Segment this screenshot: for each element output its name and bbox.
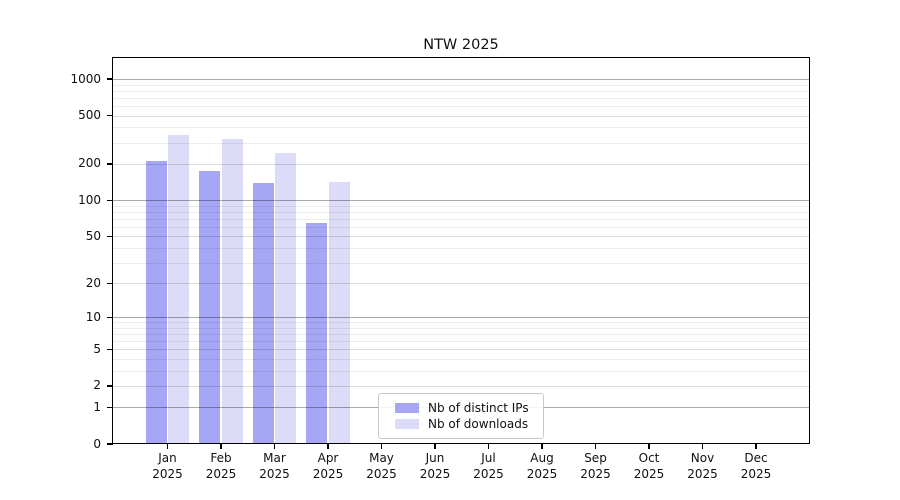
minor-gridline [113, 106, 809, 108]
x-tick [327, 444, 329, 449]
gridline [113, 385, 809, 387]
minor-gridline [113, 262, 809, 264]
x-tick-label: Mar 2025 [259, 450, 290, 482]
gridline [113, 200, 809, 202]
x-tick-label: Feb 2025 [205, 450, 237, 482]
bar-distinct-ips-feb [199, 170, 221, 444]
x-tick [755, 444, 757, 449]
chart-title: NTW 2025 [423, 37, 499, 53]
bar-downloads-apr [328, 181, 350, 444]
y-tick-label: 20 [85, 275, 101, 290]
legend-label-distinct-ips: Nb of distinct IPs [428, 401, 529, 415]
y-tick-label: 100 [78, 192, 101, 207]
x-tick [434, 444, 436, 449]
bar-downloads-mar [275, 153, 297, 444]
x-tick [541, 444, 543, 449]
gridline [113, 163, 809, 165]
gridline [113, 79, 809, 81]
minor-gridline [113, 370, 809, 372]
x-tick-label: Jan 2025 [152, 450, 183, 482]
y-tick [106, 348, 113, 351]
x-tick [273, 444, 276, 449]
minor-gridline [113, 341, 809, 343]
y-tick-label: 200 [78, 156, 101, 171]
bar-distinct-ips-mar [252, 182, 274, 444]
minor-gridline [113, 359, 809, 360]
x-tick-label: Nov 2025 [687, 450, 718, 482]
minor-gridline [113, 247, 809, 249]
x-tick-label: Jun 2025 [419, 450, 451, 482]
x-tick-label: May 2025 [366, 450, 397, 482]
minor-gridline [113, 322, 809, 324]
y-tick [106, 163, 113, 165]
minor-gridline [113, 142, 809, 144]
y-tick [106, 316, 113, 319]
y-tick-label: 50 [85, 228, 101, 243]
x-tick [487, 444, 490, 449]
legend-item-distinct-ips: Nb of distinct IPs [395, 400, 537, 416]
minor-gridline [113, 327, 809, 329]
bar-downloads-feb [221, 139, 243, 444]
x-tick [380, 444, 383, 449]
gridline [113, 317, 809, 319]
y-tick-label: 1 [93, 399, 101, 414]
legend-swatch-downloads [395, 419, 419, 429]
gridline [113, 115, 809, 117]
legend-swatch-distinct-ips [395, 403, 419, 413]
minor-gridline [113, 334, 809, 336]
minor-gridline [113, 226, 809, 228]
minor-gridline [113, 84, 809, 86]
minor-gridline [113, 97, 809, 99]
x-tick [648, 444, 650, 449]
bar-downloads-jan [168, 134, 190, 444]
x-tick [220, 444, 222, 449]
legend-label-downloads: Nb of downloads [428, 417, 529, 431]
legend: Nb of distinct IPs Nb of downloads [378, 393, 544, 439]
minor-gridline [113, 211, 809, 213]
y-tick [106, 78, 113, 80]
y-tick-label: 0 [93, 436, 101, 451]
y-tick-label: 2 [93, 378, 101, 393]
legend-item-downloads: Nb of downloads [395, 416, 537, 432]
y-tick-label: 5 [93, 341, 101, 356]
x-tick [166, 444, 169, 449]
gridline [113, 283, 809, 285]
x-tick [594, 444, 597, 449]
y-tick-label: 10 [85, 309, 101, 324]
y-tick-label: 1000 [70, 71, 101, 86]
bar-distinct-ips-jan [145, 161, 167, 444]
minor-gridline [113, 218, 809, 220]
x-tick-label: Dec 2025 [740, 450, 772, 482]
gridline [113, 349, 809, 351]
minor-gridline [113, 90, 809, 92]
x-tick-label: Apr 2025 [312, 450, 344, 482]
x-tick-label: Sep 2025 [580, 450, 611, 482]
y-tick [106, 199, 113, 201]
x-tick-label: Jul 2025 [473, 450, 504, 482]
x-tick-label: Oct 2025 [633, 450, 665, 482]
x-tick-label: Aug 2025 [526, 450, 558, 482]
y-tick [106, 114, 113, 117]
y-tick [106, 385, 113, 387]
y-tick [106, 406, 113, 409]
y-tick [106, 443, 113, 445]
minor-gridline [113, 205, 809, 207]
y-tick [106, 282, 113, 284]
y-tick-label: 500 [78, 108, 101, 123]
bar-distinct-ips-apr [306, 222, 328, 444]
minor-gridline [113, 127, 809, 129]
x-tick [701, 444, 704, 449]
gridline [113, 236, 809, 238]
y-tick [106, 235, 113, 238]
